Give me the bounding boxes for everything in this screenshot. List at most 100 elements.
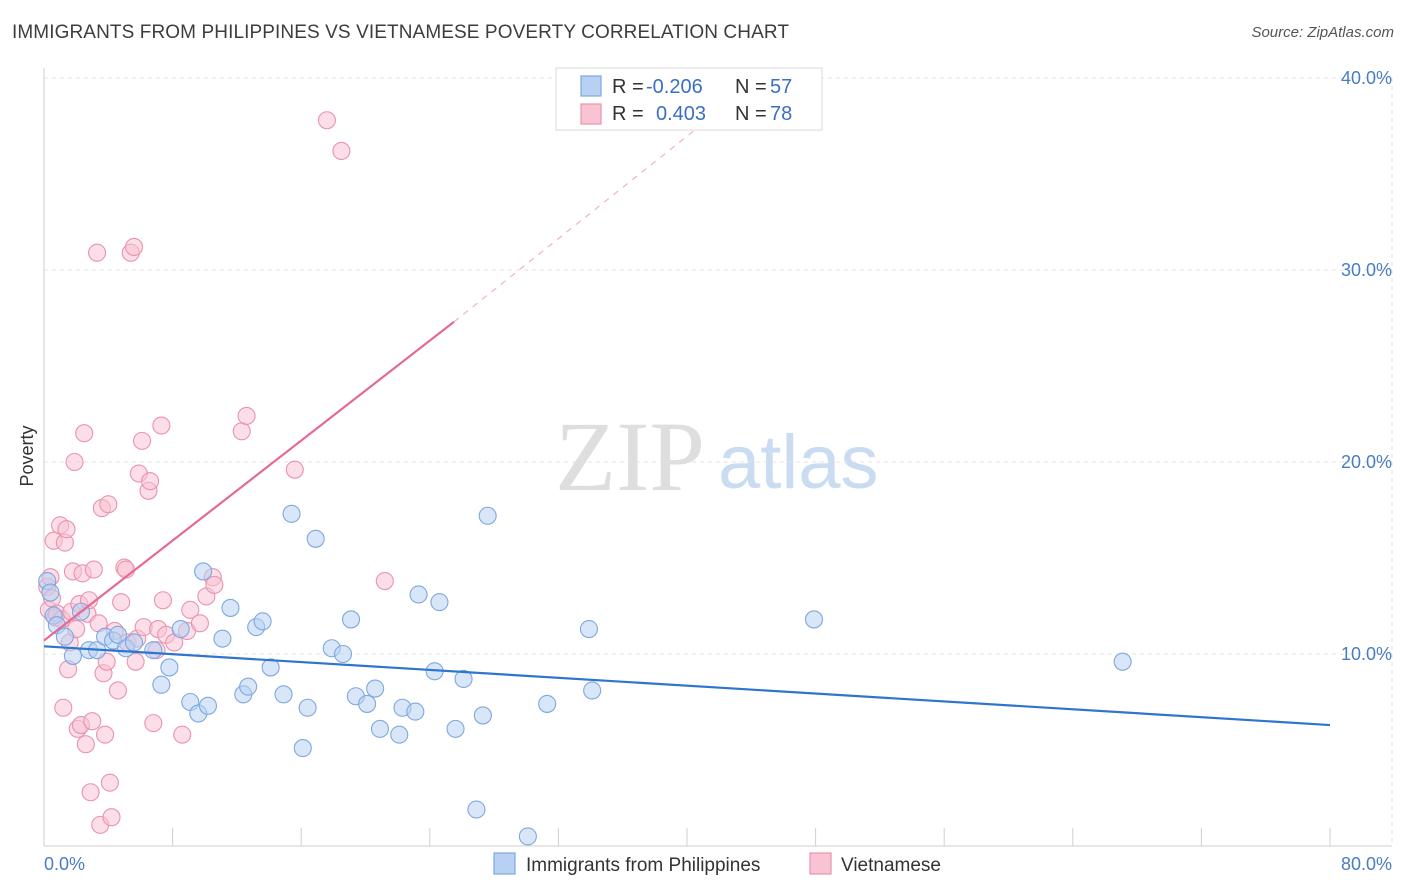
philippines-point-57 (1113, 652, 1132, 671)
source-label: Source: ZipAtlas.com (1251, 24, 1394, 41)
philippines-point-54 (579, 619, 598, 639)
philippines-point-56 (804, 610, 824, 629)
vietnamese-trend-line (43, 320, 455, 642)
philippines-point-48 (454, 669, 473, 689)
vietnamese-point-61 (173, 725, 192, 744)
vietnamese-point-9 (54, 698, 73, 717)
vietnamese-point-58 (153, 591, 173, 610)
philippines-point-28 (261, 658, 280, 677)
philippines-point-47 (446, 719, 465, 738)
philippines-point-21 (198, 696, 218, 715)
philippines-trend-line (43, 645, 1331, 727)
vietnamese-point-63 (181, 600, 200, 619)
trend-lines (43, 110, 1331, 727)
legend-r-value-pink: 0.403 (656, 103, 706, 125)
series-legend: Immigrants from Philippines Vietnamese (493, 852, 941, 876)
vietnamese-point-35 (97, 652, 116, 671)
vietnamese-point-36 (99, 495, 118, 514)
vietnamese-point-22 (75, 424, 94, 443)
vietnamese-point-38 (102, 808, 121, 827)
philippines-point-53 (538, 694, 557, 713)
series-legend-label-vietnamese: Vietnamese (841, 855, 941, 876)
y-axis-title: Poverty (17, 425, 37, 486)
legend-n-label-blue: N = (735, 76, 767, 98)
philippines-point-30 (282, 504, 301, 523)
vietnamese-point-73 (375, 571, 394, 591)
vietnamese-point-71 (317, 111, 336, 130)
x-tick-label-min: 0.0% (44, 854, 85, 874)
vietnamese-point-72 (332, 141, 351, 161)
y-tick-label-3: 40.0% (1341, 68, 1392, 88)
philippines-point-5 (63, 646, 82, 665)
watermark-zip: ZIP (555, 401, 705, 512)
vietnamese-point-46 (124, 237, 144, 257)
philippines-point-46 (430, 593, 449, 612)
philippines-point-49 (467, 800, 486, 819)
vietnamese-point-40 (108, 681, 127, 700)
philippines-point-52 (518, 827, 537, 846)
vietnamese-point-37 (100, 773, 119, 792)
y-tick-label-2: 30.0% (1341, 260, 1392, 280)
philippines-point-13 (124, 633, 144, 652)
correlation-legend: R = -0.206 N = 57 R = 0.403 N = 78 (555, 67, 823, 131)
philippines-point-20 (194, 562, 213, 581)
philippines-point-33 (306, 529, 325, 548)
philippines-point-38 (358, 694, 377, 713)
vietnamese-point-29 (87, 243, 107, 262)
vietnamese-trend-extension (453, 110, 720, 323)
philippines-point-11 (108, 625, 127, 644)
vietnamese-point-23 (76, 735, 95, 754)
vietnamese-point-28 (84, 560, 103, 579)
vietnamese-point-68 (232, 422, 251, 441)
legend-swatch-blue (580, 75, 602, 97)
philippines-point-41 (390, 725, 409, 744)
vietnamese-point-70 (285, 460, 304, 479)
legend-swatch-pink (580, 103, 602, 125)
vietnamese-point-53 (141, 472, 160, 491)
philippines-point-43 (406, 702, 425, 721)
vietnamese-point-64 (190, 614, 209, 633)
legend-n-value-blue: 57 (770, 76, 792, 98)
series-legend-swatch-philippines (493, 852, 516, 875)
series-legend-swatch-vietnamese (809, 852, 832, 875)
series-legend-label-philippines: Immigrants from Philippines (526, 855, 760, 876)
philippines-point-31 (293, 739, 312, 758)
vietnamese-points (38, 111, 394, 834)
philippines-point-27 (253, 612, 272, 631)
philippines-point-22 (213, 629, 232, 648)
axes (43, 68, 1392, 847)
vietnamese-point-50 (133, 431, 152, 450)
vietnamese-point-11 (57, 520, 76, 539)
y-tick-label-0: 10.0% (1341, 644, 1392, 664)
philippines-point-50 (473, 706, 492, 725)
philippines-point-16 (160, 658, 179, 677)
legend-n-label-pink: N = (735, 103, 767, 125)
vietnamese-point-26 (81, 783, 100, 802)
vietnamese-point-57 (152, 416, 171, 435)
vietnamese-point-54 (144, 714, 163, 733)
grid-lines (44, 77, 1393, 846)
vietnamese-point-41 (112, 593, 131, 612)
vietnamese-point-47 (126, 652, 145, 671)
legend-r-label-pink: R = (612, 103, 644, 125)
philippines-point-23 (221, 598, 240, 617)
philippines-point-44 (409, 585, 428, 604)
y-tick-labels: 10.0% 20.0% 30.0% 40.0% (1341, 68, 1392, 664)
vietnamese-point-34 (96, 725, 115, 744)
philippines-point-39 (366, 679, 385, 698)
philippines-point-17 (171, 619, 190, 639)
philippines-point-55 (583, 681, 602, 700)
philippines-point-51 (478, 506, 497, 525)
chart-title: IMMIGRANTS FROM PHILIPPINES VS VIETNAMES… (12, 22, 790, 43)
philippines-point-15 (152, 675, 171, 694)
x-tick-label-max: 80.0% (1341, 854, 1392, 874)
philippines-point-32 (298, 698, 317, 717)
philippines-point-1 (41, 583, 60, 602)
philippines-point-36 (341, 610, 361, 629)
philippines-point-29 (274, 685, 293, 704)
y-tick-label-1: 20.0% (1341, 452, 1392, 472)
philippines-point-35 (333, 644, 353, 664)
vietnamese-point-69 (237, 406, 256, 425)
vietnamese-point-27 (83, 712, 102, 731)
